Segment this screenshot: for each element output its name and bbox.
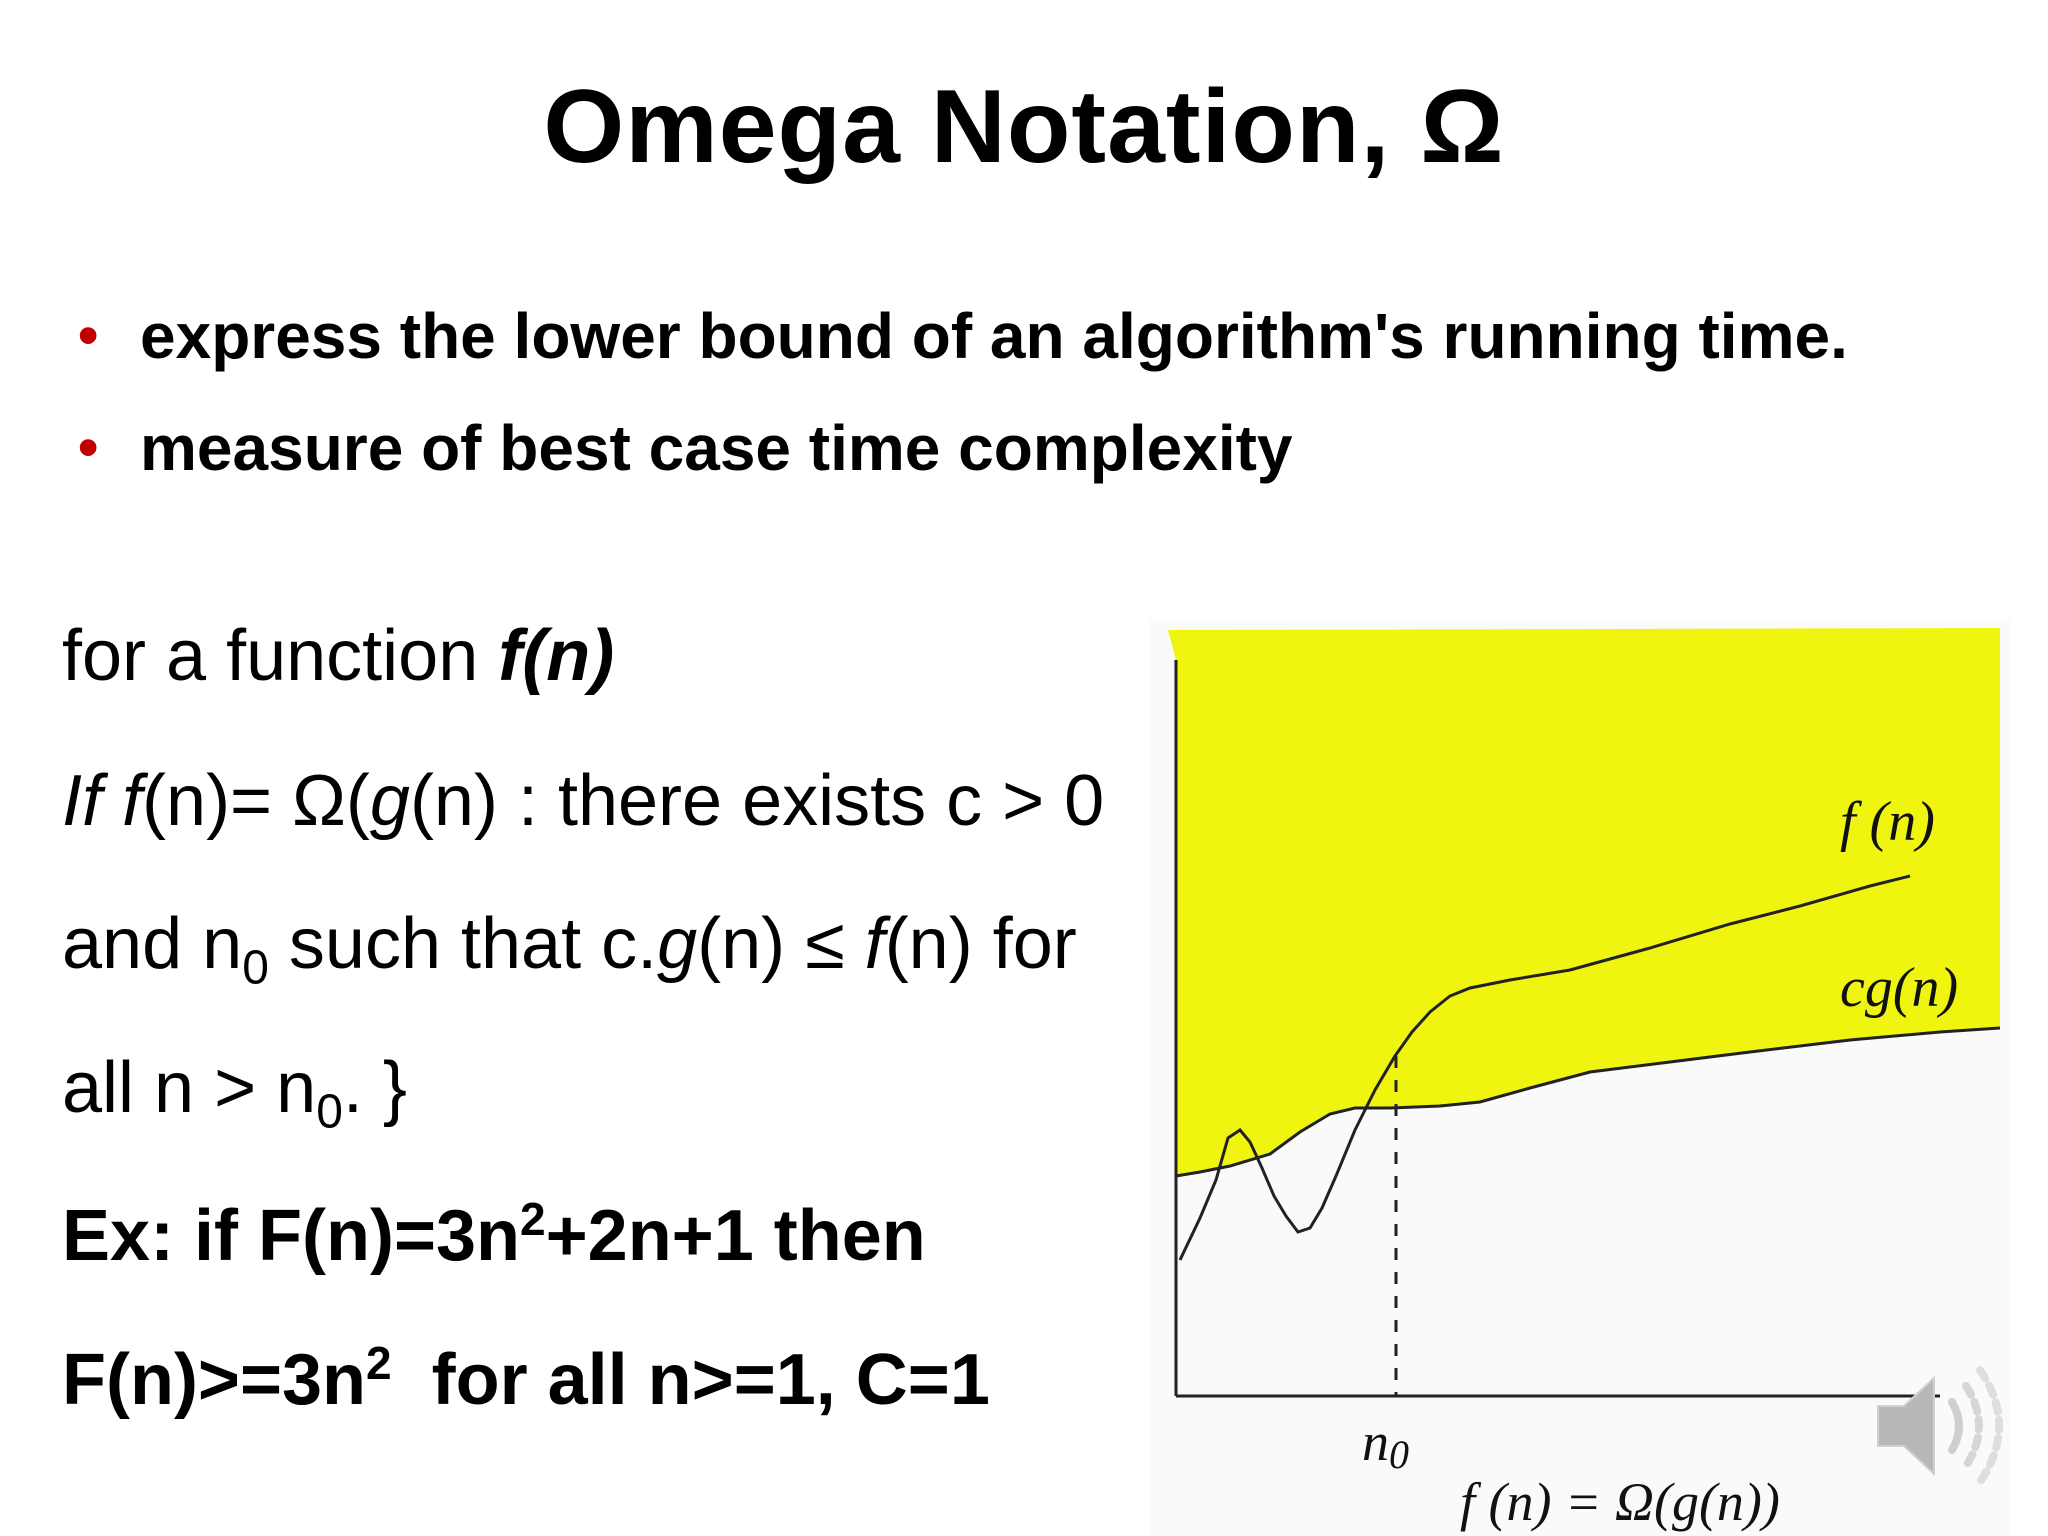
omega-expr: (n)= Ω( xyxy=(142,761,370,841)
n0-base: n xyxy=(1362,1412,1389,1472)
f-curve xyxy=(1178,874,1911,1261)
text-segment: +2n+1 then xyxy=(545,1196,926,1276)
bullet-text: express the lower bound of an algorithm'… xyxy=(140,300,1848,372)
text-segment: (n) ≤ xyxy=(697,904,865,984)
n0-label: n0 xyxy=(1362,1412,1409,1477)
text-segment: F(n)>=3n xyxy=(62,1340,367,1420)
bullet-item: • measure of best case time complexity xyxy=(72,392,1848,504)
shaded-region xyxy=(1168,628,2000,1176)
n0-subscript: 0 xyxy=(1389,1432,1409,1477)
bullet-dot-icon: • xyxy=(78,415,99,480)
slide-title: Omega Notation, Ω xyxy=(543,69,1505,185)
g-symbol: g xyxy=(657,904,698,984)
subscript: 0 xyxy=(242,941,269,995)
f-symbol: f xyxy=(864,904,885,984)
g-symbol: g xyxy=(369,761,410,841)
f-symbol: f xyxy=(122,761,143,841)
example-line-1: Ex: if F(n)=3n2+2n+1 then xyxy=(62,1196,926,1272)
text-segment: all n > n xyxy=(62,1048,317,1128)
definition-line-1: for a function f(n) xyxy=(62,620,614,692)
text-segment: for all n>=1, C=1 xyxy=(391,1340,990,1420)
example-line-2: F(n)>=3n2 for all n>=1, C=1 xyxy=(62,1340,990,1416)
definition-line-3: and n0 such that c.g(n) ≤ f(n) for xyxy=(62,908,1077,992)
omega-figure: f (n) cg(n) n0 f (n) = Ω(g(n)) xyxy=(1150,620,2010,1536)
superscript: 2 xyxy=(520,1193,546,1245)
definition-line-2: If f(n)= Ω(g(n) : there exists c > 0 xyxy=(62,765,1104,837)
bullet-item: • express the lower bound of an algorithm… xyxy=(72,280,1848,392)
bullet-text: measure of best case time complexity xyxy=(140,412,1293,484)
figure-caption: f (n) = Ω(g(n)) xyxy=(1460,1472,1780,1532)
superscript: 2 xyxy=(366,1337,392,1389)
bullet-list: • express the lower bound of an algorithm… xyxy=(72,280,1848,504)
text-segment: (n) for xyxy=(884,904,1077,984)
f-curve-label: f (n) xyxy=(1840,791,1935,853)
omega-graph: f (n) cg(n) n0 f (n) = Ω(g(n)) xyxy=(1150,620,2010,1536)
exists-text: (n) : there exists c > 0 xyxy=(409,761,1105,841)
text-segment: Ex: if F(n)=3n xyxy=(62,1196,521,1276)
cg-curve-label: cg(n) xyxy=(1840,957,1958,1019)
speaker-icon[interactable] xyxy=(1868,1356,2018,1496)
subscript: 0 xyxy=(316,1085,343,1139)
text-segment: and n xyxy=(62,904,243,984)
definition-prefix: for a function xyxy=(62,616,499,696)
text-segment: such that c. xyxy=(268,904,658,984)
if-word: If xyxy=(62,761,103,841)
definition-line-4: all n > n0. } xyxy=(62,1052,407,1136)
function-name: f(n) xyxy=(498,616,615,696)
bullet-dot-icon: • xyxy=(78,303,99,368)
text-segment: . } xyxy=(342,1048,407,1128)
